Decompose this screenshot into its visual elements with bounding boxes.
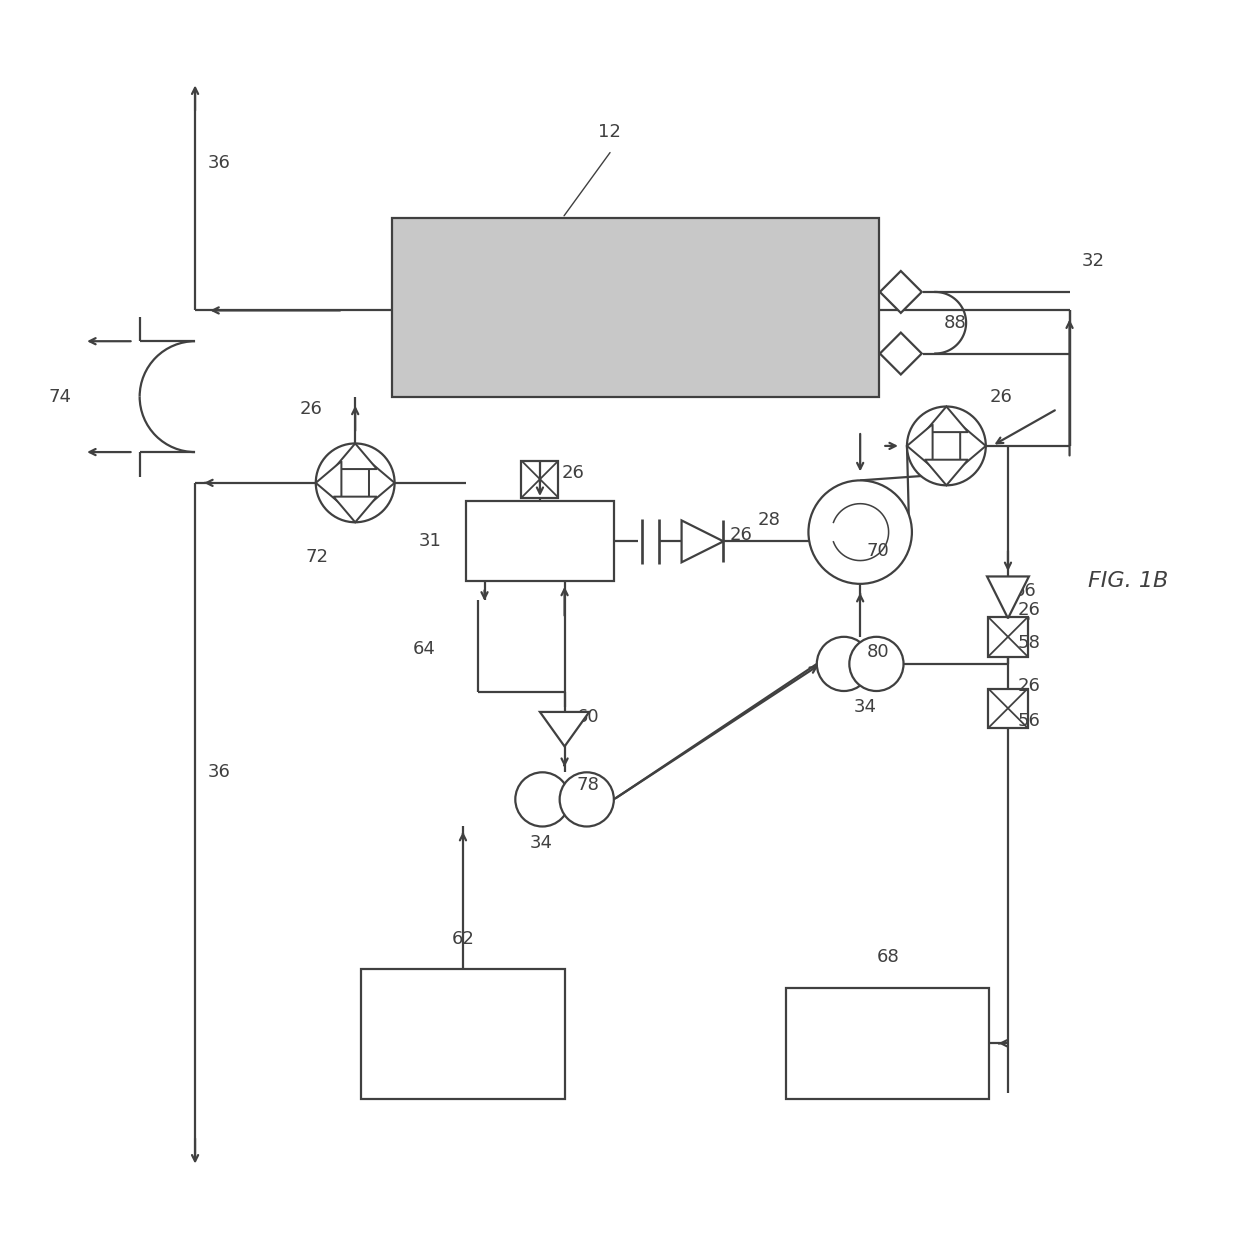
Polygon shape	[925, 460, 968, 486]
Text: FIG. 1B: FIG. 1B	[1087, 571, 1168, 591]
Bar	[988, 688, 1028, 728]
Bar	[466, 501, 614, 581]
Circle shape	[516, 772, 569, 827]
Circle shape	[808, 481, 911, 583]
Text: 80: 80	[867, 642, 889, 661]
Polygon shape	[880, 332, 921, 375]
Text: 88: 88	[944, 313, 967, 332]
Polygon shape	[682, 521, 723, 562]
Text: 26: 26	[990, 387, 1012, 406]
Text: 36: 36	[207, 763, 231, 782]
Text: 66: 66	[1014, 582, 1037, 601]
Bar	[392, 219, 879, 397]
Circle shape	[316, 443, 394, 522]
Text: 26: 26	[562, 465, 585, 482]
Text: 34: 34	[854, 698, 877, 716]
Polygon shape	[316, 461, 341, 505]
Circle shape	[817, 637, 870, 691]
Text: 34: 34	[529, 833, 552, 852]
Text: 26: 26	[1018, 677, 1040, 696]
Text: 62: 62	[451, 929, 475, 948]
Polygon shape	[925, 406, 968, 432]
Text: 60: 60	[577, 708, 599, 726]
Bar	[361, 969, 564, 1099]
Text: 64: 64	[413, 641, 435, 658]
Bar	[988, 617, 1028, 657]
Text: 36: 36	[207, 154, 231, 171]
Text: 28: 28	[758, 511, 780, 528]
Circle shape	[849, 637, 904, 691]
Text: 12: 12	[599, 122, 621, 141]
Text: 58: 58	[1018, 634, 1040, 652]
Text: 56: 56	[1018, 712, 1040, 729]
Bar	[786, 988, 990, 1099]
Polygon shape	[539, 712, 589, 747]
Bar	[522, 461, 558, 497]
Polygon shape	[334, 497, 377, 522]
Text: 72: 72	[306, 548, 329, 566]
Polygon shape	[987, 577, 1029, 618]
Polygon shape	[880, 271, 921, 313]
Text: 68: 68	[877, 948, 899, 965]
Circle shape	[559, 772, 614, 827]
Text: 78: 78	[577, 776, 600, 793]
Text: 74: 74	[48, 387, 71, 406]
Text: 32: 32	[1081, 252, 1105, 270]
Polygon shape	[334, 443, 377, 470]
Polygon shape	[906, 425, 932, 467]
Text: 70: 70	[867, 542, 889, 560]
Circle shape	[906, 406, 986, 486]
Text: 26: 26	[1018, 601, 1040, 618]
Polygon shape	[370, 461, 394, 505]
Polygon shape	[960, 425, 986, 467]
Text: 31: 31	[419, 532, 441, 551]
Text: 26: 26	[729, 526, 753, 545]
Text: 26: 26	[300, 400, 322, 418]
